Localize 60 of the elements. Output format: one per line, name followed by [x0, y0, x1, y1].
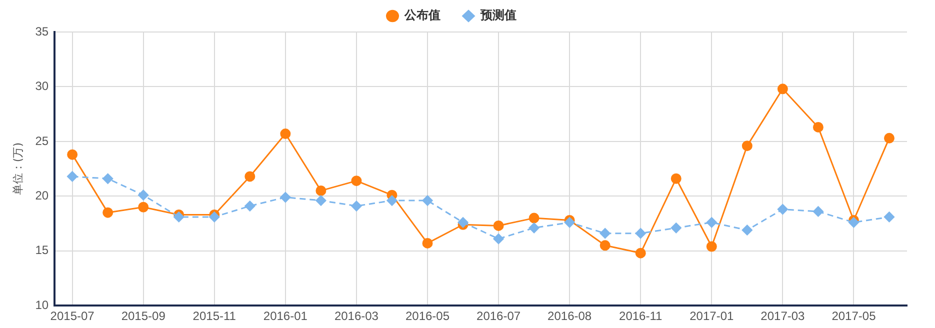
point [422, 238, 433, 248]
y-tick-label: 15 [35, 243, 49, 258]
x-tick-label: 2015-07 [50, 309, 95, 324]
y-tick-label: 10 [35, 298, 49, 312]
point [635, 248, 646, 258]
point [742, 224, 752, 236]
point [316, 195, 326, 206]
point [600, 228, 610, 239]
point [670, 173, 682, 184]
point [884, 132, 894, 144]
point [102, 207, 114, 218]
x-tick-label: 2015-11 [192, 309, 236, 324]
point [884, 212, 894, 222]
point [635, 228, 646, 239]
point [777, 84, 788, 94]
x-tick-label: 2016-01 [263, 309, 308, 324]
x-tick-label: 2016-07 [476, 309, 521, 324]
point [777, 204, 788, 215]
point [812, 206, 824, 217]
legend-label: 预测值 [480, 8, 528, 22]
y-tick-label: 35 [35, 24, 49, 38]
point [138, 190, 149, 200]
point [244, 200, 256, 212]
y-tick-label: 25 [35, 134, 49, 148]
point [600, 240, 610, 251]
point [493, 234, 504, 244]
point [742, 140, 752, 152]
x-tick-label: 2015-09 [121, 309, 166, 324]
point [493, 220, 504, 231]
point [244, 171, 256, 182]
point [812, 122, 824, 132]
point [280, 128, 291, 140]
y-tick-label: 30 [35, 79, 49, 94]
legend-label: 公布值 [404, 8, 452, 22]
point [67, 149, 78, 160]
x-tick-label: 2016-03 [334, 309, 379, 324]
point [102, 173, 114, 184]
point [351, 200, 362, 212]
y-tick-label: 20 [35, 188, 49, 202]
point [422, 195, 433, 206]
point [848, 217, 859, 228]
point [528, 212, 540, 224]
point [138, 202, 149, 212]
x-tick-label: 2017-03 [760, 309, 806, 324]
x-tick-label: 2016-05 [405, 309, 450, 324]
x-tick-label: 2017-05 [832, 309, 876, 324]
x-tick-label: 2017-01 [690, 309, 734, 324]
y-axis-title: 单位：(万) [11, 142, 24, 196]
x-tick-label: 2016-11 [619, 309, 663, 324]
point [351, 176, 362, 186]
point [564, 217, 575, 228]
point [706, 241, 717, 252]
point [528, 222, 540, 234]
point [386, 195, 398, 206]
point [706, 217, 717, 228]
point [670, 222, 682, 234]
point [280, 192, 291, 203]
point [316, 185, 326, 196]
point [67, 171, 78, 182]
x-tick-label: 2016-08 [548, 309, 592, 324]
